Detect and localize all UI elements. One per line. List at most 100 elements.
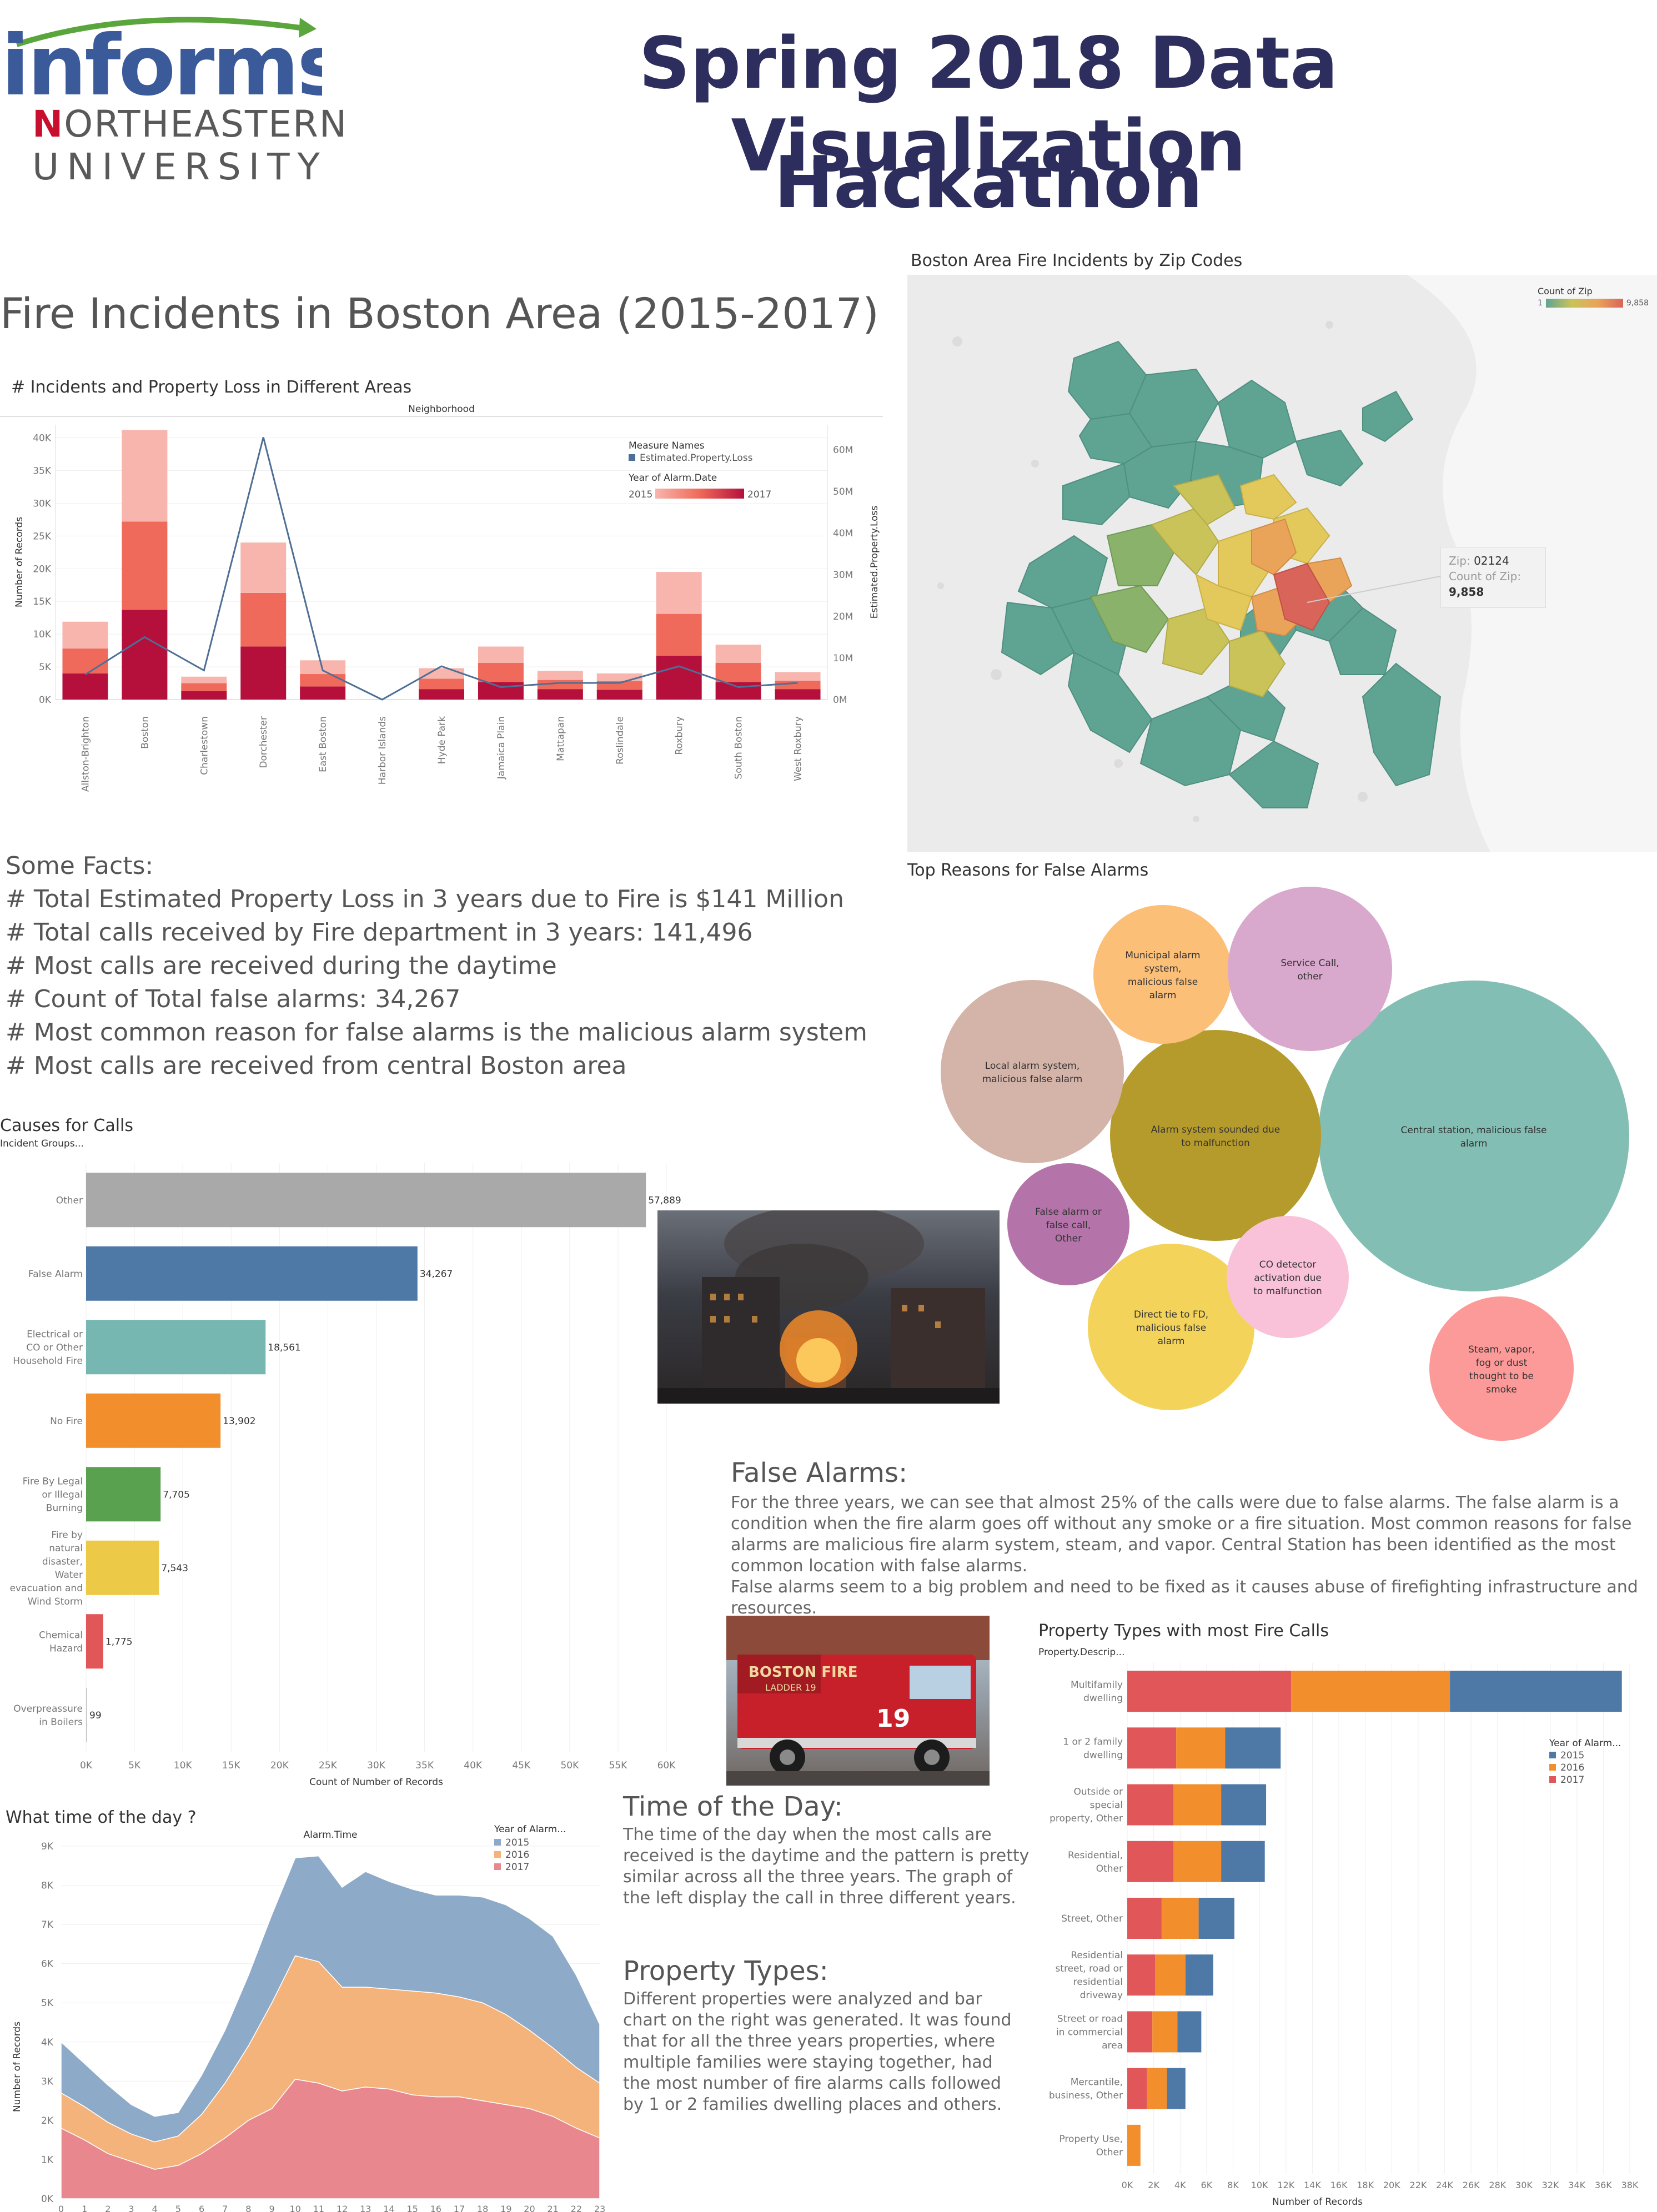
- property-types-chart: Property.Descrip... 0K 2K 4K 6K 8K 10K 12K 14K 16…: [1038, 1647, 1639, 2208]
- y2-tick-label: 20M: [833, 611, 853, 622]
- map-legend-max: 9,858: [1626, 299, 1649, 308]
- time-chart-title: What time of the day ?: [6, 1808, 197, 1827]
- tooltip-zip-value: 02124: [1474, 554, 1509, 567]
- legend-measure-item: Estimated.Property.Loss: [640, 453, 753, 464]
- x-tick-label: 15K: [222, 1760, 241, 1771]
- y-tick-label: 4K: [41, 2037, 54, 2048]
- informs-swoosh-icon: informs: [1, 17, 347, 114]
- property-bar-segment: [1173, 1841, 1222, 1882]
- tooltip-zip-label: Zip:: [1449, 554, 1470, 567]
- x-tick-label: 60K: [657, 1760, 676, 1771]
- bubble-label: false call,: [1046, 1220, 1091, 1231]
- poster-title-line1: Spring 2018 Data Visualization: [639, 22, 1338, 188]
- property-bar-segment: [1450, 1671, 1622, 1712]
- x-tick-label: 13: [360, 2204, 371, 2212]
- y-tick-label: Wind Storm: [28, 1596, 83, 1607]
- map-tooltip: Zip: 02124 Count of Zip: 9,858: [1440, 547, 1546, 608]
- bar-segment: [537, 689, 583, 700]
- bubble-label: alarm: [1460, 1138, 1488, 1149]
- y-tick-label: evacuation and: [10, 1583, 83, 1594]
- fact-item: # Most common reason for false alarms is…: [6, 1018, 867, 1047]
- y-tick-label: Electrical or: [27, 1329, 83, 1340]
- northeastern-n-mark: N: [32, 103, 64, 145]
- x-tick-label: Charlestown: [199, 716, 210, 775]
- truck-brand-text: BOSTON FIRE: [749, 1664, 858, 1681]
- fire-truck-photo: BOSTON FIRE LADDER 19 19: [726, 1616, 990, 1786]
- x-tick-label: 12K: [1277, 2180, 1294, 2190]
- property-bar-segment: [1225, 1727, 1281, 1769]
- cause-bar: [86, 1687, 87, 1742]
- x-tick-label: 9: [269, 2204, 274, 2212]
- x-tick-label: 50K: [560, 1760, 579, 1771]
- y-tick-label: street, road or: [1055, 1963, 1123, 1974]
- y-tick-label: Street or road: [1057, 2013, 1123, 2024]
- bar-segment: [537, 671, 583, 680]
- y-tick-label: Residential: [1071, 1950, 1123, 1961]
- bar-segment: [775, 672, 821, 681]
- map-legend-title: Count of Zip: [1538, 286, 1593, 296]
- neighborhood-chart: Neighborhood 0K 5K 10K 15K 20K 25K 30K 35K 40K 0M 1…: [0, 404, 883, 792]
- time-heading: Time of the Day:: [623, 1791, 843, 1822]
- x-tick-label: 18K: [1357, 2180, 1374, 2190]
- false-alarm-bubble-chart: Central station, malicious false alarm Ala…: [941, 887, 1629, 1441]
- legend-year-max: 2017: [747, 489, 771, 500]
- property-bar-segment: [1291, 1671, 1450, 1712]
- x-tick-label: 16K: [1330, 2180, 1348, 2190]
- property-heading: Property Types:: [623, 1955, 828, 1987]
- x-tick-label: 10K: [174, 1760, 193, 1771]
- x-tick-label: 20: [524, 2204, 535, 2212]
- x-tick-label: 5: [175, 2204, 181, 2212]
- x-tick-label: 4K: [1174, 2180, 1186, 2190]
- northeastern-logo: NORTHEASTERN UNIVERSITY: [32, 103, 347, 188]
- bar-segment: [62, 673, 108, 700]
- zip-map[interactable]: Count of Zip 1 9,858 Zip: 02124 Count of…: [907, 275, 1657, 852]
- building-fire-illustration: [657, 1210, 1000, 1404]
- y-tick-label: special: [1090, 1800, 1123, 1811]
- bar-segment: [62, 648, 108, 673]
- x-tick-label: 8: [245, 2204, 251, 2212]
- x-tick-label: 0K: [1122, 2180, 1133, 2190]
- truck-ladder-text: LADDER 19: [765, 1682, 816, 1693]
- property-bar-segment: [1127, 1841, 1174, 1882]
- y2-axis-label: Estimated.Property.Loss: [869, 506, 880, 619]
- x-tick-label: Dorchester: [258, 716, 269, 768]
- cause-bar: [86, 1393, 221, 1448]
- bubble-label: Local alarm system,: [985, 1060, 1080, 1072]
- bar-segment: [596, 673, 642, 681]
- y-tick-label: Residential,: [1068, 1850, 1123, 1861]
- y2-tick-label: 50M: [833, 486, 853, 497]
- y-tick-label: Fire By Legal: [23, 1476, 83, 1487]
- property-bar-segment: [1127, 1954, 1156, 1996]
- x-tick-label: 22: [571, 2204, 582, 2212]
- y-tick-label: 6K: [41, 1959, 54, 1970]
- x-tick-label: 25K: [319, 1760, 338, 1771]
- bar-segment: [715, 682, 761, 700]
- x-tick-label: Roxbury: [674, 716, 685, 755]
- cause-bar: [86, 1614, 103, 1669]
- fact-item: # Most calls are received during the day…: [6, 952, 557, 980]
- legend-label: 2016: [505, 1849, 529, 1861]
- false-alarms-para1: For the three years, we can see that alm…: [731, 1493, 1632, 1576]
- bubble: [1228, 887, 1392, 1051]
- x-tick-label: West Roxbury: [793, 716, 804, 781]
- property-header: Property.Descrip...: [1038, 1647, 1124, 1658]
- bar-segment: [62, 621, 108, 649]
- legend-swatch: [494, 1863, 501, 1870]
- fact-item: # Total Estimated Property Loss in 3 yea…: [6, 885, 844, 913]
- y-tick-label: 30K: [33, 498, 52, 509]
- y-tick-label: 15K: [33, 596, 52, 607]
- bar-segment: [656, 614, 702, 656]
- x-tick-label: 40K: [464, 1760, 483, 1771]
- x-tick-label: 2: [105, 2204, 111, 2212]
- y-tick-label: 2K: [41, 2115, 54, 2126]
- y-tick-label: disaster,: [42, 1556, 83, 1567]
- x-tick-label: 10: [290, 2204, 301, 2212]
- informs-logo: informs: [0, 11, 347, 114]
- bubble: [1007, 1163, 1129, 1285]
- y-tick-label: Other: [1096, 2147, 1123, 2158]
- bar-segment: [596, 690, 642, 700]
- x-tick-label: 55K: [609, 1760, 628, 1771]
- y-tick-label: or Illegal: [42, 1489, 83, 1500]
- y-tick-label: Property Use,: [1059, 2134, 1123, 2145]
- property-bar-segment: [1161, 1898, 1199, 1939]
